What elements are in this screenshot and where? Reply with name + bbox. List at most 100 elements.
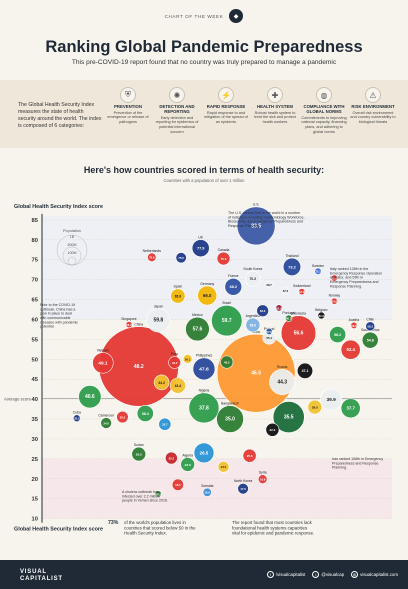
- bubble-label: Portugal: [282, 311, 295, 315]
- bubble-label: Somalia: [201, 484, 213, 488]
- bubble-yemen: [171, 478, 184, 491]
- category-title: COMPLIANCE WITH GLOBAL NORMS: [303, 104, 345, 114]
- bubble-nigeria: [188, 392, 220, 424]
- average-label: Average score: [4, 396, 32, 401]
- bubble-uzbekistan: [158, 417, 172, 431]
- bubble-label: Japan: [154, 304, 163, 308]
- category-title: HEALTH SYSTEM: [257, 104, 293, 109]
- social-link[interactable]: t @visualcap: [312, 571, 344, 578]
- bubble-score: 75.3: [221, 257, 227, 261]
- social-links: f/visualcapitalist t @visualcap ◍ visualcapi…: [266, 571, 398, 578]
- bubble-mexico: [185, 316, 210, 342]
- bubble-score: 23.0: [221, 465, 227, 469]
- bubble-score: 35.0: [225, 416, 235, 422]
- bubble-ukraine: [307, 399, 323, 415]
- bubble-sweden: [314, 267, 322, 275]
- bubble-estonia: [265, 327, 273, 335]
- bubble-finland: [265, 281, 273, 289]
- page-title: Ranking Global Pandemic Preparedness: [45, 38, 363, 56]
- bubble-portugal: [285, 314, 293, 322]
- bubble-score: 26.5: [200, 450, 209, 455]
- bubble-score: 70.4: [332, 276, 338, 280]
- bubble-score: 58.3: [367, 325, 373, 329]
- y-tick-label: 75: [32, 258, 39, 264]
- y-axis-label-top: Global Health Security Index score: [14, 204, 103, 210]
- bubble-iraq: [242, 448, 257, 463]
- y-axis-label-bottom: Global Health Security Index score: [14, 527, 103, 533]
- bubble-score: 17.5: [240, 487, 246, 491]
- category-desc: Rapid response to and mitigation of the …: [204, 110, 248, 125]
- category-1: ⛨ PREVENTION Prevention of the emergence o…: [104, 87, 152, 125]
- bubble-score: 46.5: [251, 371, 261, 377]
- y-tick-label: 15: [32, 497, 39, 503]
- bubble-sudan: [131, 446, 147, 462]
- bubble-tanzania: [136, 405, 154, 422]
- bubble-equatorial-guinea: [154, 490, 162, 498]
- band-low: [42, 458, 392, 519]
- bubble-score: 58.6: [250, 323, 256, 327]
- bubble-label: Chile: [366, 317, 374, 321]
- bubble-score: 72.1: [315, 270, 321, 274]
- legend-title: Population: [63, 229, 81, 233]
- doctor-icon: ✚: [267, 87, 283, 103]
- bubble-austria: [350, 321, 358, 329]
- bubble-score: 40.6: [85, 394, 95, 400]
- bubble-label: Sudan: [134, 443, 144, 447]
- intro-text: The Global Health Security Index measure…: [18, 102, 102, 130]
- bubble-russia: [269, 369, 296, 395]
- y-tick-label: 20: [32, 477, 38, 483]
- category-6: ⚠ RISK ENVIRONMENT Overall risk environmen…: [349, 87, 397, 125]
- annotation-pop-pct: 73%: [108, 520, 119, 526]
- y-tick-label: 50: [32, 357, 38, 363]
- bubble-label: Cameroon: [98, 413, 114, 417]
- legend-circle-small: [67, 256, 77, 266]
- bubble-score: 43.4: [174, 384, 181, 388]
- globe-icon: ◍: [316, 87, 332, 103]
- bubble-score: 47.1: [302, 369, 309, 373]
- visual-capitalist-logo-icon: ◆: [229, 9, 244, 23]
- category-title: PREVENTION: [114, 104, 142, 109]
- bubble-australia: [175, 252, 187, 264]
- bubble-score: 59.7: [222, 318, 232, 324]
- bubble-colombia: [153, 374, 170, 391]
- bubble-score: 70.2: [250, 277, 257, 281]
- bubble-score: 50.1: [185, 357, 191, 361]
- bubble-somalia: [202, 487, 212, 497]
- social-icons: f: [266, 571, 274, 578]
- bubble-score: 44.3: [277, 379, 287, 385]
- bubble-score: 49.3: [224, 360, 230, 364]
- bubble-label: Cuba: [73, 411, 81, 415]
- footer: VISUAL CAPITALIST f/visualcapitalist t @vi…: [0, 560, 408, 589]
- bubble-turkey: [340, 339, 361, 360]
- brand-top: VISUAL: [20, 569, 47, 575]
- bubble-label: Vietnam: [97, 348, 110, 352]
- social-link[interactable]: f/visualcapitalist: [266, 571, 305, 578]
- y-tick-label: 85: [32, 218, 39, 224]
- bubble-label: Canada: [218, 248, 230, 252]
- bubble-label: Philippines: [196, 354, 213, 358]
- chart-of-the-week: CHART OF THE WEEK ◆: [0, 9, 408, 23]
- bubble-score: 56.6: [294, 330, 304, 336]
- bubble-score: 23.6: [185, 463, 191, 467]
- y-tick-label: 35: [32, 417, 39, 423]
- bubble-score: 39.9: [326, 397, 336, 403]
- category-desc: Robust health system to treat the sick a…: [254, 110, 296, 125]
- bubble-cameroon: [100, 417, 112, 429]
- bubble-brazil: [211, 305, 243, 337]
- bubble-italy: [329, 326, 347, 344]
- bubble-score: 47.6: [199, 366, 209, 372]
- social-link[interactable]: ◍ visualcapitalist.com: [351, 571, 398, 578]
- shield-icon: ⛨: [120, 87, 136, 103]
- bubble-score: 35.2: [74, 417, 80, 421]
- bubble-kenya: [297, 362, 314, 379]
- category-3: ⚡ RAPID RESPONSE Rapid response to and mit…: [202, 87, 250, 125]
- bubble-score: 34.0: [103, 421, 109, 425]
- bubble-label: Russia: [277, 365, 287, 369]
- bubble-score: 26.2: [136, 452, 142, 456]
- bubble-label: Peru: [171, 352, 178, 356]
- bubble-score: 57.6: [193, 326, 203, 332]
- bubble-afghanistan: [265, 422, 280, 437]
- bubble-indonesia: [280, 315, 317, 351]
- bubble-score: 33.7: [162, 423, 168, 427]
- bubble-bangladesh: [216, 405, 244, 433]
